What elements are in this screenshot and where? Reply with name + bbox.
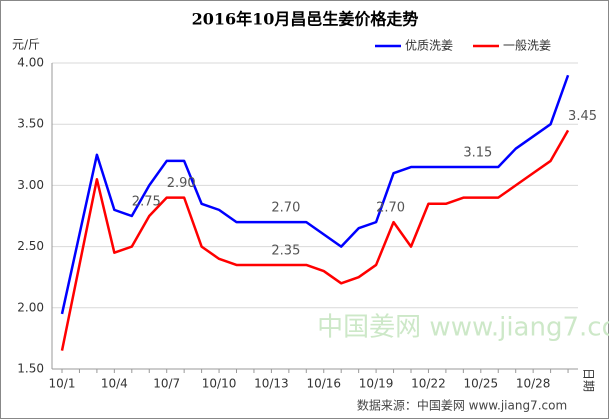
data-label: 2.70 bbox=[271, 201, 300, 216]
x-tick-label: 10/22 bbox=[411, 377, 446, 391]
x-tick-label: 10/10 bbox=[202, 377, 237, 391]
legend-label: 一般洗姜 bbox=[503, 38, 551, 53]
y-tick-label: 3.00 bbox=[17, 178, 44, 192]
x-tick-label: 10/28 bbox=[516, 377, 551, 391]
chart-title: 2016年10月昌邑生姜价格走势 bbox=[192, 10, 419, 29]
y-tick-label: 4.00 bbox=[17, 56, 44, 70]
source-note: 数据来源：中国姜网 www.jiang7.com bbox=[357, 398, 567, 413]
x-tick-label: 10/4 bbox=[101, 377, 128, 391]
series-line bbox=[60, 129, 570, 351]
legend-label: 优质洗姜 bbox=[405, 39, 453, 53]
x-tick-label: 10/19 bbox=[359, 377, 394, 391]
data-label: 3.15 bbox=[463, 146, 492, 161]
data-label: 2.75 bbox=[132, 195, 161, 210]
series-line bbox=[60, 74, 570, 315]
x-tick-label: 10/16 bbox=[306, 377, 341, 391]
x-tick-label: 10/13 bbox=[254, 377, 289, 391]
x-tick-label: 10/25 bbox=[464, 377, 499, 391]
y-tick-label: 1.50 bbox=[17, 362, 44, 376]
watermark: 中国姜网 www.jiang7.com bbox=[317, 313, 609, 343]
y-tick-label: 3.50 bbox=[17, 117, 44, 131]
x-tick-label: 10/7 bbox=[153, 377, 180, 391]
y-tick-label: 2.50 bbox=[17, 239, 44, 253]
y-tick-label: 2.00 bbox=[17, 300, 44, 314]
x-tick-label: 10/1 bbox=[49, 377, 76, 391]
data-label: 2.70 bbox=[376, 201, 405, 216]
x-axis-label: 日期 bbox=[582, 368, 596, 392]
y-axis-label: 元/斤 bbox=[12, 38, 40, 52]
data-label: 3.45 bbox=[568, 109, 597, 124]
data-label: 2.35 bbox=[271, 243, 300, 258]
data-label: 2.90 bbox=[167, 176, 196, 191]
